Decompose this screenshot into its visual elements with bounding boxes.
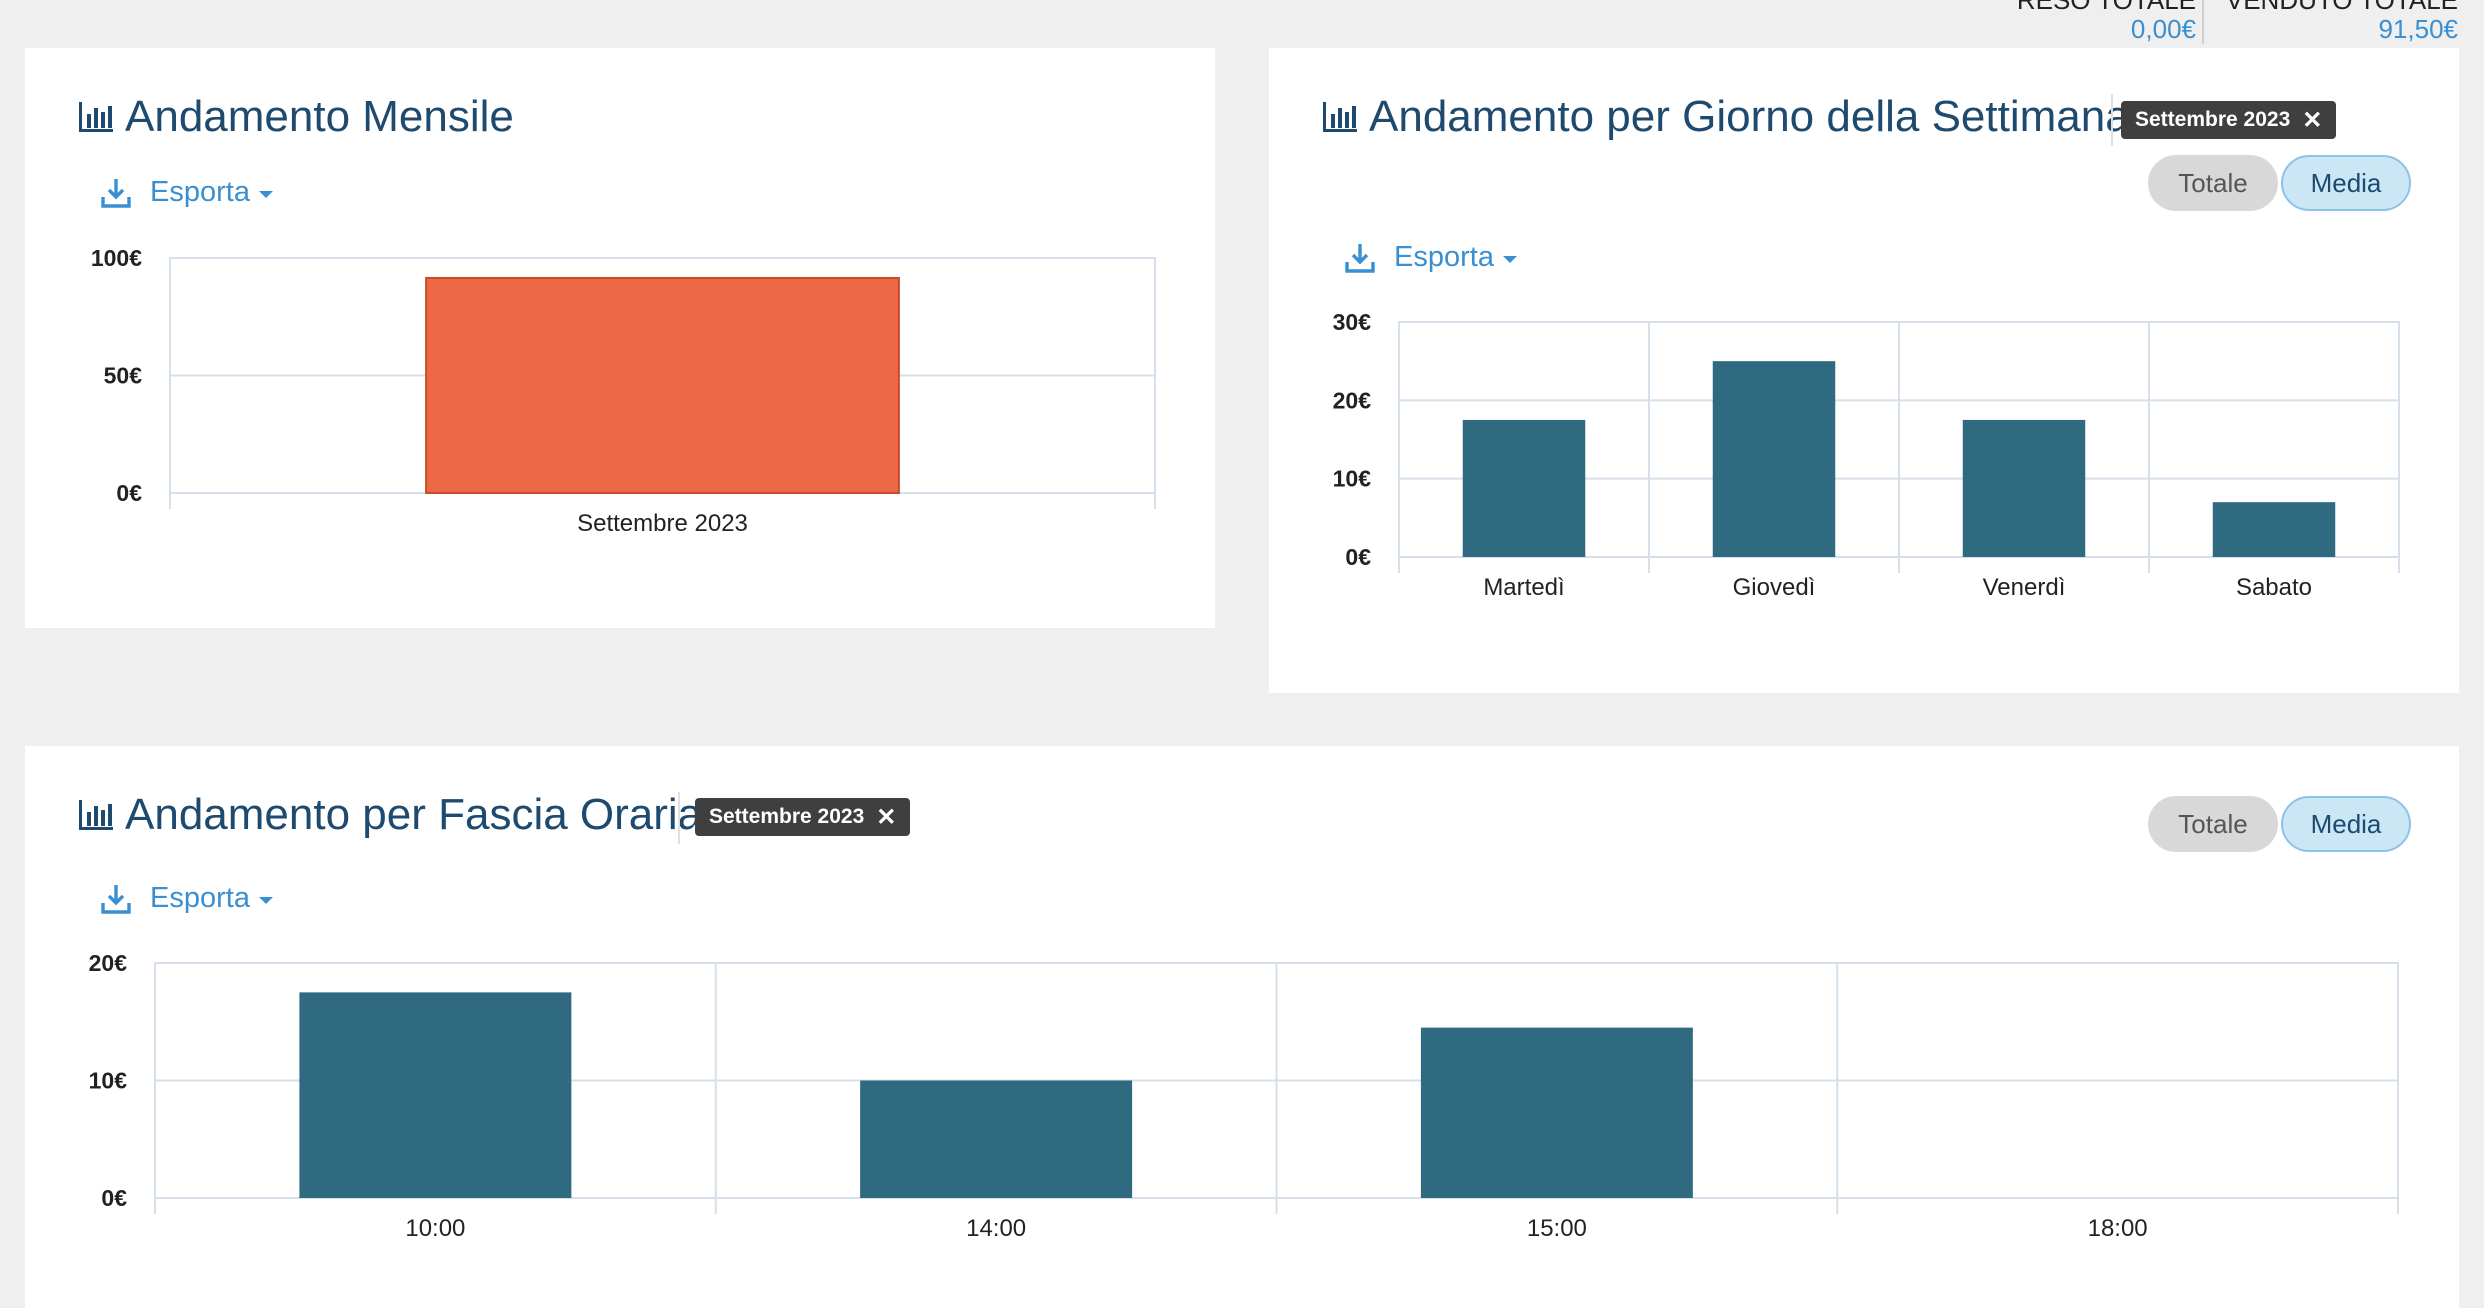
y-tick-label: 0€	[1345, 544, 1371, 570]
monthly-export-button[interactable]: Esporta	[100, 176, 273, 209]
weekday-export-button[interactable]: Esporta	[1344, 241, 1517, 274]
download-icon	[101, 178, 131, 208]
y-tick-label: 20€	[1333, 387, 1372, 413]
weekday-toggle-media[interactable]: Media	[2281, 155, 2411, 211]
venduto-totale-kpi: VENDUTO TOTALE 91,50€	[2226, 0, 2458, 46]
y-tick-label: 10€	[1333, 466, 1372, 492]
reso-totale-value: 0,00€	[2130, 14, 2196, 44]
venduto-totale-label: VENDUTO TOTALE	[2225, 0, 2458, 15]
hourly-title-text: Andamento per Fascia Oraria	[125, 790, 703, 839]
x-tick-label: Settembre 2023	[577, 510, 748, 537]
reso-totale-label: RESO TOTALE	[2016, 0, 2196, 15]
caret-down-icon	[258, 191, 273, 198]
y-tick-label: 20€	[89, 950, 128, 976]
monthly-title-text: Andamento Mensile	[125, 92, 514, 141]
bar	[299, 992, 572, 1198]
y-tick-label: 50€	[104, 363, 143, 389]
y-tick-label: 100€	[91, 245, 142, 271]
weekday-chart: 0€ 10€ 20€ 30€ Martedì Giovedì Venerdì Sabato	[1333, 309, 2400, 601]
hourly-export-button[interactable]: Esporta	[100, 882, 273, 915]
weekday-filter-tag: Settembre 2023 ✕	[2121, 101, 2337, 139]
x-tick-label: 14:00	[966, 1215, 1026, 1242]
y-tick-label: 10€	[89, 1068, 128, 1094]
x-tick-label: 18:00	[2088, 1215, 2148, 1242]
export-label: Esporta	[150, 882, 250, 914]
weekday-title-text: Andamento per Giorno della Settimana	[1369, 92, 2130, 141]
hourly-toggle-totale[interactable]: Totale	[2148, 796, 2278, 852]
caret-down-icon	[1502, 256, 1517, 263]
filter-tag-label: Settembre 2023	[2135, 108, 2291, 131]
download-icon	[1345, 243, 1375, 273]
export-label: Esporta	[150, 176, 250, 208]
monthly-title: Andamento Mensile	[79, 92, 514, 142]
download-icon	[101, 884, 131, 914]
caret-down-icon	[258, 897, 273, 904]
x-tick-label: 15:00	[1527, 1215, 1587, 1242]
bar	[1462, 419, 1586, 557]
weekday-card: Andamento per Giorno della Settimana Set…	[1269, 48, 2459, 693]
weekday-toggle-totale[interactable]: Totale	[2148, 155, 2278, 211]
hourly-toggle-media[interactable]: Media	[2281, 796, 2411, 852]
export-label: Esporta	[1394, 241, 1494, 273]
x-tick-label: 10:00	[405, 1215, 465, 1242]
hourly-card: Andamento per Fascia Oraria Settembre 20…	[25, 746, 2459, 1308]
x-tick-label: Sabato	[2236, 574, 2312, 601]
weekday-title: Andamento per Giorno della Settimana	[1323, 92, 2130, 142]
kpi-divider	[2202, 0, 2204, 44]
y-tick-label: 30€	[1333, 309, 1372, 335]
bar	[1962, 419, 2086, 557]
title-divider	[2111, 94, 2113, 146]
remove-filter-icon[interactable]: ✕	[2302, 106, 2323, 134]
bar	[425, 276, 900, 494]
hourly-title: Andamento per Fascia Oraria	[79, 790, 702, 840]
monthly-chart: 0€ 50€ 100€ Settembre 2023	[91, 245, 1156, 537]
bar	[2212, 502, 2336, 557]
y-tick-label: 0€	[101, 1185, 127, 1211]
bar-chart-icon	[79, 800, 113, 830]
hourly-filter-tag: Settembre 2023 ✕	[695, 798, 911, 836]
x-tick-label: Martedì	[1483, 574, 1564, 601]
x-tick-label: Giovedì	[1733, 574, 1816, 601]
bar	[1712, 361, 1836, 557]
bar	[860, 1080, 1133, 1198]
venduto-totale-value: 91,50€	[2378, 14, 2458, 44]
monthly-card: Andamento Mensile Esporta 0€ 50€ 100€ Sette…	[25, 48, 1215, 628]
title-divider	[678, 792, 680, 844]
bar	[1420, 1027, 1693, 1198]
bar-chart-icon	[1323, 102, 1357, 132]
y-tick-label: 0€	[116, 480, 142, 506]
hourly-chart: 0€ 10€ 20€ 10:00 14:00 15:00 18:00	[89, 950, 2399, 1242]
bar-chart-icon	[79, 102, 113, 132]
x-tick-label: Venerdì	[1983, 574, 2066, 601]
remove-filter-icon[interactable]: ✕	[876, 803, 897, 831]
reso-totale-kpi: RESO TOTALE 0,00€	[2017, 0, 2196, 46]
filter-tag-label: Settembre 2023	[709, 805, 865, 828]
